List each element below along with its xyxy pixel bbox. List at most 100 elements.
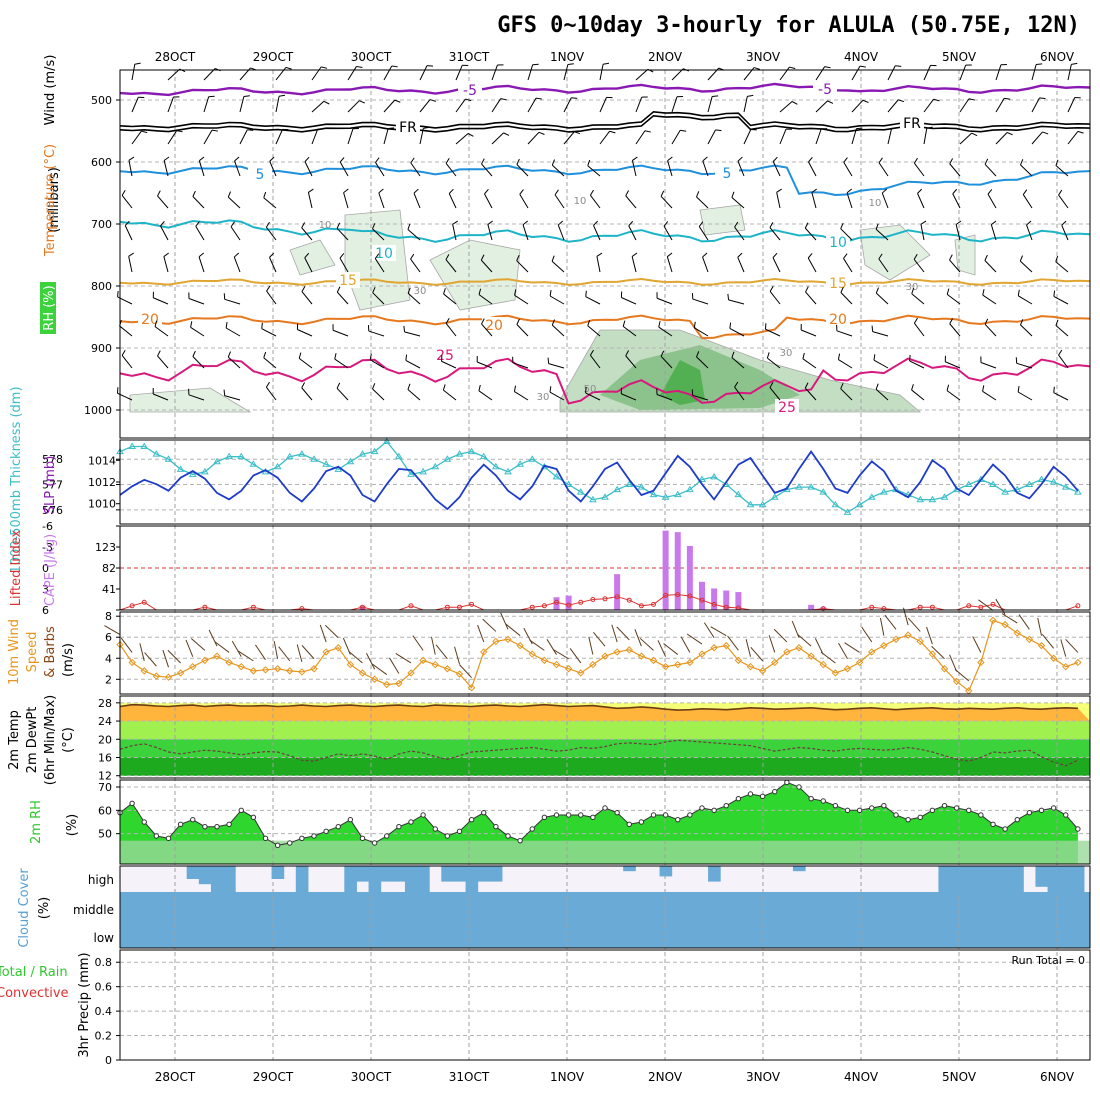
li-point xyxy=(881,606,887,612)
day-label-bottom: 3NOV xyxy=(746,1070,781,1084)
thickness-line xyxy=(119,440,1079,514)
wind10-barb xyxy=(588,636,594,655)
wind-barb xyxy=(301,291,313,305)
day-label-top: 2NOV xyxy=(648,50,683,64)
li-point xyxy=(711,601,717,607)
wind10-barb xyxy=(301,645,315,660)
contour-label: 20 xyxy=(141,312,159,328)
thickness-point xyxy=(928,495,937,503)
wind10-barb xyxy=(1060,639,1067,657)
wind-barb-flag xyxy=(808,157,813,163)
wind10-point xyxy=(1074,658,1082,667)
thickness-point xyxy=(1037,475,1046,482)
wind-barb xyxy=(917,193,925,209)
cape-bar xyxy=(553,597,560,610)
wind-barb xyxy=(946,390,961,401)
contour-label: 10 xyxy=(375,246,393,262)
wind-barb-flag xyxy=(265,381,270,388)
precip-tick: 0.6 xyxy=(95,981,113,994)
li-point xyxy=(299,606,305,612)
rh2m-point xyxy=(177,821,184,828)
wind-barb-flag xyxy=(753,67,760,70)
slp-tick: 1010 xyxy=(88,498,116,511)
wind-barb xyxy=(224,298,241,305)
thickness-point xyxy=(225,452,234,460)
rh2m-point xyxy=(869,805,875,811)
wind-barb xyxy=(522,224,529,241)
wind-barb xyxy=(301,387,313,401)
wind-barb-flag xyxy=(124,220,130,226)
wind-barb xyxy=(478,294,493,305)
cloud-high-bar xyxy=(186,866,200,879)
wind-barb-flag xyxy=(769,382,774,388)
wind-barb xyxy=(995,98,1005,113)
wind-barb xyxy=(887,65,896,81)
temp2m-tick: 20 xyxy=(98,733,112,746)
wind-barb-flag xyxy=(1022,189,1028,195)
wind-barb xyxy=(419,99,431,113)
wind10-barb xyxy=(348,651,363,664)
wind10-barb xyxy=(972,636,982,653)
ticks-layer: 5006007008009001000578577576101410121010… xyxy=(42,94,120,1067)
wind-barb xyxy=(840,388,853,401)
cloud-high-bar xyxy=(1071,866,1085,892)
wind-barb xyxy=(131,97,139,113)
wind-barb-flag xyxy=(622,320,626,327)
rh2m-point xyxy=(844,807,851,814)
rh2m-point xyxy=(347,816,354,823)
wind-barb-flag xyxy=(596,252,603,257)
wind10-barb xyxy=(162,649,169,668)
wind-barb-flag xyxy=(846,188,853,194)
wind-barb-flag xyxy=(522,220,529,226)
li-point xyxy=(978,604,984,610)
li-point xyxy=(141,599,147,605)
wind-barb xyxy=(336,387,349,401)
wind-barb xyxy=(347,66,357,81)
li-point xyxy=(990,601,996,607)
wind-barb-flag xyxy=(955,220,962,225)
li-point xyxy=(966,603,972,609)
wind-barb xyxy=(702,160,709,177)
contour-label-bg xyxy=(396,119,420,135)
rh-contour-label: 30 xyxy=(906,282,919,293)
rh-contour-label: 30 xyxy=(780,348,793,359)
wind-barb xyxy=(297,329,313,337)
wind-barb xyxy=(419,65,428,81)
thickness-point xyxy=(310,455,318,462)
temp-band xyxy=(120,721,1090,740)
wind-barb-flag xyxy=(388,127,395,130)
wind-barb xyxy=(225,327,241,337)
thickness-point xyxy=(855,500,864,508)
wind10-barb xyxy=(477,624,485,643)
wind-barb-flag xyxy=(913,157,918,164)
wind-barb-flag xyxy=(772,252,778,258)
wind-barb-flag xyxy=(769,222,774,228)
wind-barb xyxy=(743,96,748,113)
li-point xyxy=(687,593,693,599)
wind-barb xyxy=(263,197,277,209)
wind-barb xyxy=(772,257,781,273)
wind10-barb xyxy=(319,624,327,643)
rh-shade xyxy=(954,234,976,276)
wind10-barb xyxy=(745,639,751,657)
wind10-point xyxy=(649,656,658,665)
wind-barb-flag xyxy=(693,321,696,328)
wind10-barb xyxy=(902,607,909,626)
wind-barb xyxy=(124,225,133,241)
wind-barb xyxy=(734,226,745,241)
wind10-barb xyxy=(255,644,266,661)
thickness-tick: 577 xyxy=(42,479,63,492)
wind-barb-flag xyxy=(374,253,380,259)
wind-barb-flag xyxy=(698,221,704,227)
wind-barb xyxy=(343,192,349,209)
day-label-bottom: 30OCT xyxy=(351,1070,392,1084)
wind-barb-flag xyxy=(298,352,302,359)
wind-barb xyxy=(982,390,997,401)
wind-barb-flag xyxy=(372,383,376,390)
temp2m-label-b: 2m DewPt xyxy=(25,707,40,774)
wind-barb-flag xyxy=(895,65,902,67)
wind-barb xyxy=(404,331,421,337)
wind-barb-flag xyxy=(445,317,450,324)
wind10-barb xyxy=(978,599,994,611)
wind10-point xyxy=(540,656,549,665)
